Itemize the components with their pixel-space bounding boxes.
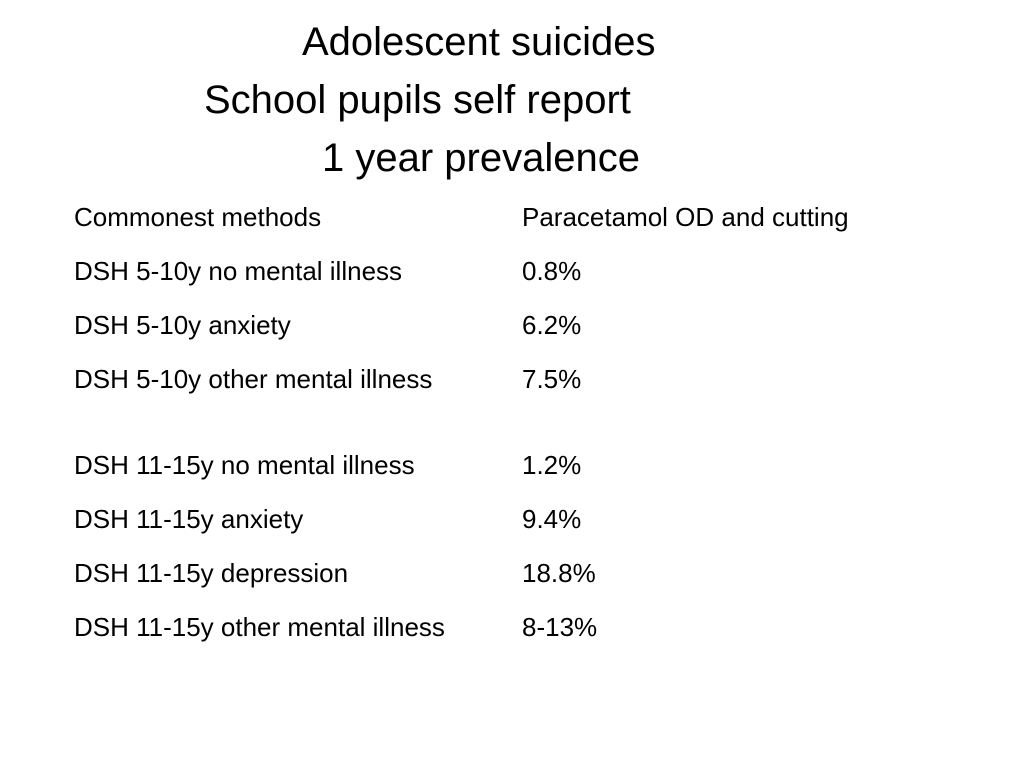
- title-line-3: 1 year prevalence: [322, 136, 640, 180]
- table-row: Commonest methods Paracetamol OD and cut…: [74, 199, 974, 253]
- table-row: DSH 11-15y other mental illness 8-13%: [74, 609, 974, 695]
- row-value: 6.2%: [522, 310, 582, 340]
- table-row: DSH 5-10y other mental illness 7.5%: [74, 361, 974, 447]
- table-row: DSH 5-10y no mental illness 0.8%: [74, 253, 974, 307]
- row-label: DSH 5-10y other mental illness: [74, 364, 433, 394]
- row-label: DSH 5-10y anxiety: [74, 310, 291, 340]
- title-line-1: Adolescent suicides: [302, 20, 656, 64]
- row-value: 7.5%: [522, 364, 582, 394]
- row-value: 0.8%: [522, 256, 582, 286]
- table-row: DSH 11-15y anxiety 9.4%: [74, 501, 974, 555]
- row-value: Paracetamol OD and cutting: [522, 202, 849, 232]
- title-line-2: School pupils self report: [204, 78, 631, 122]
- row-label: DSH 11-15y anxiety: [74, 504, 304, 534]
- row-label: DSH 11-15y other mental illness: [74, 612, 445, 642]
- row-value: 18.8%: [522, 558, 596, 588]
- row-label: DSH 5-10y no mental illness: [74, 256, 403, 286]
- prevalence-table: Commonest methods Paracetamol OD and cut…: [74, 199, 974, 695]
- row-label: Commonest methods: [74, 202, 322, 232]
- table-row: DSH 11-15y depression 18.8%: [74, 555, 974, 609]
- row-value: 8-13%: [522, 612, 598, 642]
- row-value: 9.4%: [522, 504, 582, 534]
- row-value: 1.2%: [522, 450, 582, 480]
- row-label: DSH 11-15y depression: [74, 558, 349, 588]
- row-label: DSH 11-15y no mental illness: [74, 450, 415, 480]
- table-row: DSH 5-10y anxiety 6.2%: [74, 307, 974, 361]
- table-row: DSH 11-15y no mental illness 1.2%: [74, 447, 974, 501]
